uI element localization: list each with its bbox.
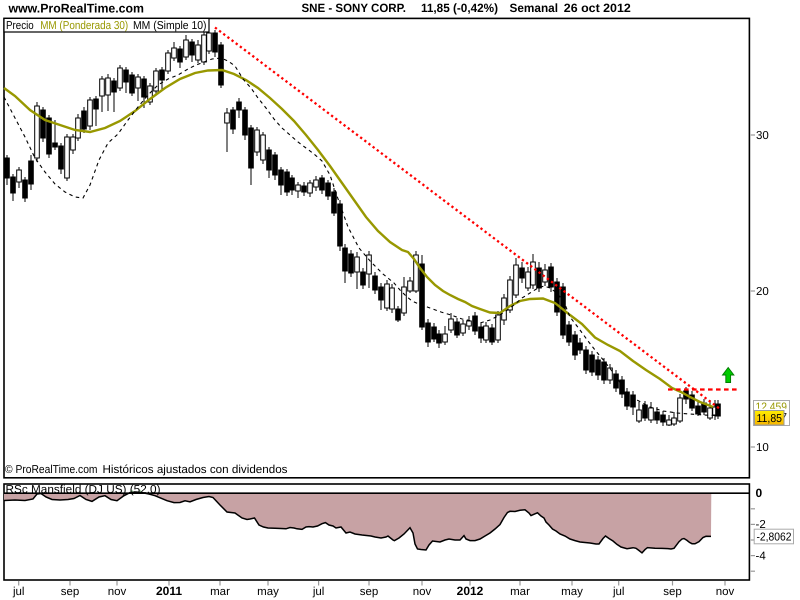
svg-text:nov: nov [413,586,432,598]
svg-text:mar: mar [510,586,530,598]
svg-text:sep: sep [360,586,379,598]
svg-text:RSc Mansfield (DJ US) (52,0): RSc Mansfield (DJ US) (52,0) [6,484,161,496]
svg-text:-2: -2 [756,519,766,531]
svg-text:jul: jul [312,586,325,598]
svg-text:jul: jul [612,586,625,598]
svg-text:26 oct 2012: 26 oct 2012 [564,1,631,15]
svg-text:11,85 (-0,42%): 11,85 (-0,42%) [421,1,498,15]
svg-text:www.ProRealTime.com: www.ProRealTime.com [8,1,144,15]
svg-text:Históricos ajustados con divid: Históricos ajustados con dividendos [103,464,288,476]
svg-text:11,85: 11,85 [757,413,783,425]
svg-text:sep: sep [663,586,682,598]
svg-text:© ProRealTime.com: © ProRealTime.com [5,464,98,476]
svg-text:may: may [257,586,279,598]
svg-text:-4: -4 [756,551,767,563]
svg-text:0: 0 [756,486,763,500]
svg-text:MM (Ponderada 30): MM (Ponderada 30) [40,20,128,32]
svg-text:sep: sep [61,586,80,598]
svg-text:Precio: Precio [6,20,34,32]
svg-text:jul: jul [12,586,25,598]
svg-text:2012: 2012 [457,584,484,598]
svg-text:10: 10 [756,442,769,454]
svg-text:2011: 2011 [156,584,182,598]
svg-text:nov: nov [108,586,127,598]
svg-text:20: 20 [756,286,769,298]
svg-text:mar: mar [210,586,230,598]
svg-text:nov: nov [716,586,735,598]
svg-text:may: may [561,586,583,598]
svg-text:-2,8062: -2,8062 [757,532,792,544]
svg-text:30: 30 [756,130,769,142]
svg-text:Semanal: Semanal [510,1,559,15]
svg-text:SNE - SONY CORP.: SNE - SONY CORP. [302,1,407,15]
svg-text:MM (Simple 10): MM (Simple 10) [133,20,207,32]
